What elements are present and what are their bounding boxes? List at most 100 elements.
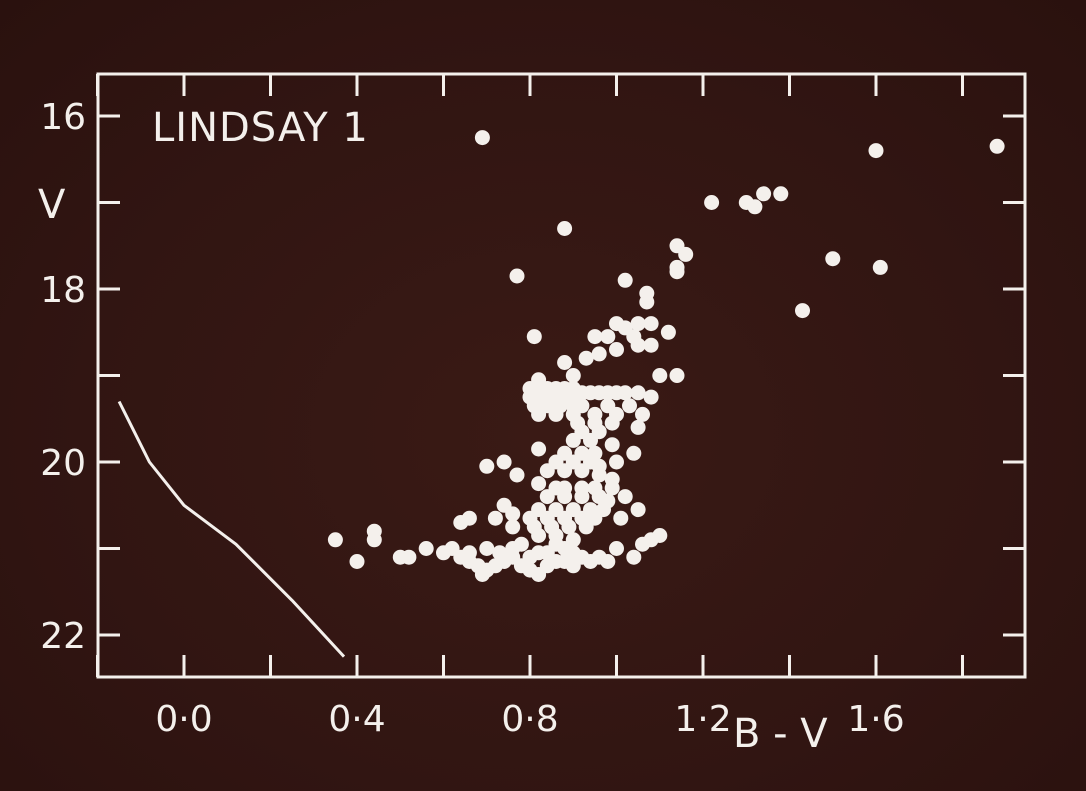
data-point <box>557 355 573 370</box>
data-point <box>635 406 650 422</box>
y-tick-label: 16 <box>40 97 86 138</box>
data-point <box>531 441 547 457</box>
data-point <box>557 221 573 236</box>
data-point <box>609 541 624 556</box>
data-point <box>565 432 581 448</box>
data-point <box>578 519 594 535</box>
data-point <box>613 510 629 526</box>
data-point <box>548 536 564 552</box>
data-point <box>639 294 655 310</box>
data-point <box>617 272 633 288</box>
y-tick-label: 18 <box>40 270 86 311</box>
data-point <box>622 398 637 414</box>
data-point <box>474 130 490 146</box>
data-point <box>626 549 642 565</box>
data-point <box>630 316 646 332</box>
chart-title: LINDSAY 1 <box>152 105 369 151</box>
data-point <box>747 199 763 215</box>
data-point <box>652 528 668 543</box>
data-point <box>479 541 495 556</box>
data-point <box>531 406 547 422</box>
x-tick-label: 0·4 <box>328 699 385 740</box>
data-point <box>609 342 624 357</box>
data-point <box>704 195 720 210</box>
data-point <box>509 268 525 284</box>
data-point <box>496 454 512 470</box>
data-point <box>600 554 616 569</box>
data-point <box>418 541 434 556</box>
x-tick-label: 0·8 <box>501 699 558 740</box>
data-point <box>591 467 607 483</box>
data-point <box>630 385 646 401</box>
data-point <box>652 368 668 383</box>
data-point <box>349 554 365 569</box>
x-tick-label: 0·0 <box>155 699 212 740</box>
plot-frame <box>96 72 1027 679</box>
data-point <box>531 567 547 582</box>
data-point <box>548 406 564 422</box>
data-point <box>574 463 590 479</box>
data-point <box>539 489 555 505</box>
data-point <box>401 549 417 565</box>
x-axis-label: B - V <box>733 711 828 757</box>
data-point <box>513 536 529 552</box>
data-point <box>773 186 789 202</box>
data-point <box>604 437 620 453</box>
data-point <box>578 350 594 366</box>
data-point <box>539 463 555 479</box>
data-point <box>574 489 590 505</box>
data-point <box>526 329 542 345</box>
data-point <box>626 445 642 461</box>
data-point <box>327 532 343 548</box>
data-points <box>327 130 1005 582</box>
data-point <box>989 138 1005 154</box>
data-point <box>617 385 633 401</box>
data-point <box>643 389 659 405</box>
data-point <box>643 337 659 353</box>
data-point <box>453 515 469 530</box>
data-point <box>444 541 460 556</box>
data-point <box>479 458 495 474</box>
y-tick-label: 22 <box>40 616 86 657</box>
data-point <box>591 346 607 362</box>
data-point <box>366 532 382 548</box>
data-point <box>868 143 884 159</box>
data-point <box>678 246 694 262</box>
data-point <box>643 316 659 332</box>
data-point <box>531 528 547 543</box>
data-point <box>557 489 573 505</box>
data-point <box>669 368 685 383</box>
data-point <box>487 510 503 526</box>
data-point <box>604 415 620 431</box>
x-tick-label: 1·2 <box>674 699 731 740</box>
y-axis-label: V <box>38 182 66 228</box>
data-point <box>505 519 521 535</box>
data-point <box>509 467 525 483</box>
data-point <box>609 454 624 470</box>
axis-tick-labels: 16 18 20 22 0·0 0·4 0·8 1·2 1·6 <box>40 97 904 740</box>
reference-sequence-curve <box>117 400 346 658</box>
data-point <box>461 545 477 561</box>
data-point <box>630 502 646 518</box>
data-point <box>557 463 573 479</box>
data-point <box>565 545 581 561</box>
data-point <box>600 329 616 345</box>
data-point <box>617 489 633 505</box>
data-point <box>630 337 646 353</box>
data-point <box>561 519 577 535</box>
data-point <box>630 419 646 435</box>
data-point <box>474 567 490 582</box>
data-point <box>872 259 888 275</box>
data-point <box>583 432 598 448</box>
y-tick-label: 20 <box>40 443 86 484</box>
data-point <box>604 480 620 496</box>
data-point <box>795 303 810 319</box>
data-point <box>531 476 547 492</box>
axis-ticks <box>96 74 1025 677</box>
data-point <box>669 264 685 280</box>
data-point <box>587 329 603 345</box>
data-point <box>825 251 841 267</box>
data-point <box>756 186 772 202</box>
x-tick-label: 1·6 <box>847 699 904 740</box>
